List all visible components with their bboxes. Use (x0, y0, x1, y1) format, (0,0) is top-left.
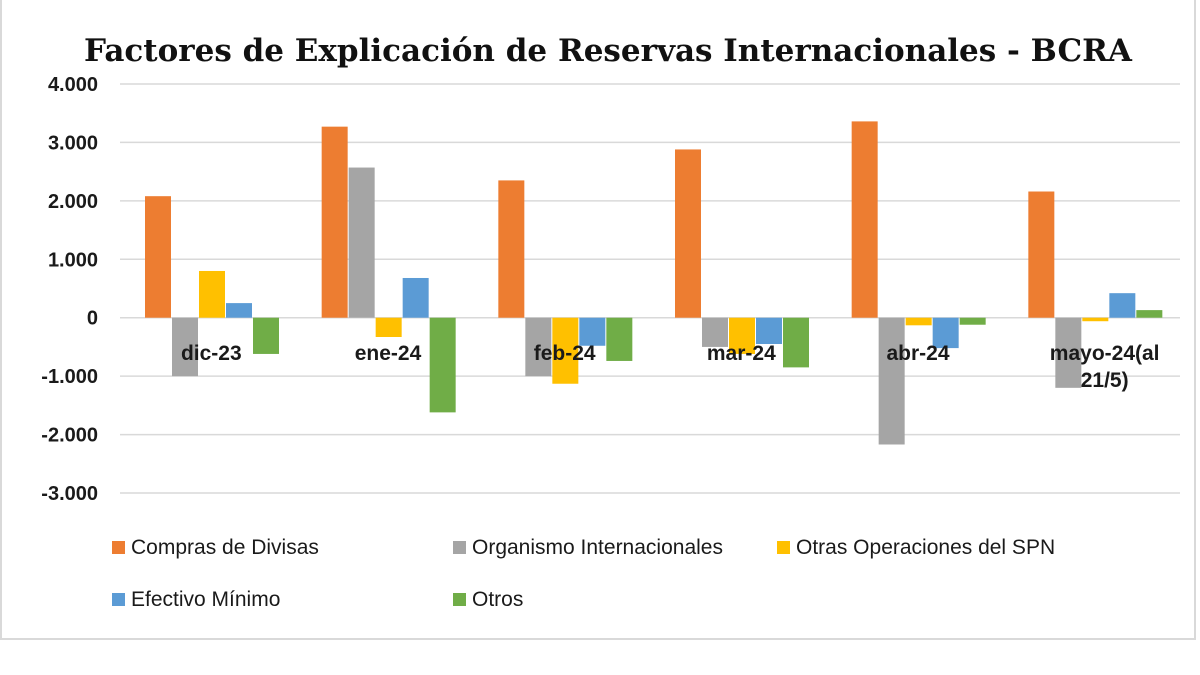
bar-organismo-internacionales-0 (172, 317, 198, 377)
legend-item-organismo-internacionales: Organismo Internacionales (453, 536, 723, 559)
y-tick-label: 1.000 (48, 249, 98, 271)
legend-item-otras-operaciones-del-spn: Otras Operaciones del SPN (777, 536, 1055, 559)
bar-otras-operaciones-del-spn-1 (375, 317, 402, 337)
chart-title: Factores de Explicación de Reservas Inte… (84, 33, 1133, 69)
bar-otros-3 (783, 317, 809, 368)
bar-efectivo-m-nimo-0 (226, 303, 252, 318)
legend-label: Otros (472, 588, 523, 611)
x-category-label: dic-23 (181, 342, 242, 365)
bar-efectivo-m-nimo-1 (402, 277, 429, 318)
bar-otras-operaciones-del-spn-2 (552, 317, 579, 384)
bar-otras-operaciones-del-spn-3 (729, 317, 755, 354)
legend-item-otros: Otros (453, 588, 523, 611)
legend-swatch (453, 541, 466, 554)
bar-otros-4 (959, 317, 986, 325)
legend-label: Organismo Internacionales (472, 536, 723, 559)
legend-label: Efectivo Mínimo (131, 588, 280, 611)
x-category-label: ene-24 (355, 342, 422, 365)
x-category-label: mayo-24(al (1050, 342, 1160, 365)
legend-item-efectivo-m-nimo: Efectivo Mínimo (112, 588, 280, 611)
gridlines (120, 83, 1180, 494)
bar-otros-0 (253, 317, 279, 354)
y-tick-label: 4.000 (48, 74, 98, 96)
bar-efectivo-m-nimo-4 (932, 317, 959, 349)
bar-efectivo-m-nimo-2 (579, 317, 606, 346)
x-category-label: 21/5) (1081, 369, 1129, 392)
x-category-label: mar-24 (707, 342, 776, 365)
bar-organismo-internacionales-2 (525, 317, 552, 377)
x-category-label: abr-24 (886, 342, 949, 365)
y-tick-label: -3.000 (41, 483, 98, 505)
bar-organismo-internacionales-3 (702, 317, 728, 347)
x-axis-categories: dic-23 ene-24 feb-24 mar-24 abr-24 mayo-24(al… (181, 342, 1160, 392)
bar-otros-5 (1136, 310, 1163, 318)
legend: Compras de Divisas Organismo Internaciona… (112, 536, 1055, 611)
legend-item-compras-de-divisas: Compras de Divisas (112, 536, 319, 559)
bar-compras-de-divisas-3 (675, 149, 701, 318)
bar-otros-2 (606, 317, 633, 361)
bar-compras-de-divisas-0 (145, 196, 171, 318)
bar-efectivo-m-nimo-5 (1109, 293, 1136, 318)
y-axis-ticks: 4.000 3.000 2.000 1.000 0 -1.000 -2.000 -3.000 (41, 74, 98, 505)
legend-swatch (453, 593, 466, 606)
bar-efectivo-m-nimo-3 (756, 317, 782, 345)
x-category-label: feb-24 (534, 342, 596, 365)
bar-organismo-internacionales-5 (1055, 317, 1082, 388)
y-tick-label: -1.000 (41, 366, 98, 388)
bar-compras-de-divisas-4 (851, 121, 878, 318)
bar-otras-operaciones-del-spn-5 (1082, 317, 1109, 322)
y-tick-label: 0 (87, 308, 98, 330)
y-tick-label: 2.000 (48, 191, 98, 213)
bar-compras-de-divisas-1 (321, 126, 348, 318)
legend-label: Otras Operaciones del SPN (796, 536, 1055, 559)
legend-swatch (112, 593, 125, 606)
bars (145, 121, 1163, 445)
bar-otras-operaciones-del-spn-4 (905, 317, 932, 326)
bar-otros-1 (429, 317, 456, 413)
bar-compras-de-divisas-5 (1028, 191, 1055, 318)
y-tick-label: 3.000 (48, 132, 98, 154)
legend-label: Compras de Divisas (131, 536, 319, 559)
bar-otras-operaciones-del-spn-0 (199, 270, 225, 318)
legend-swatch (112, 541, 125, 554)
y-tick-label: -2.000 (41, 425, 98, 447)
bar-compras-de-divisas-2 (498, 180, 525, 318)
bar-organismo-internacionales-4 (878, 317, 905, 445)
bar-organismo-internacionales-1 (348, 167, 375, 318)
legend-swatch (777, 541, 790, 554)
